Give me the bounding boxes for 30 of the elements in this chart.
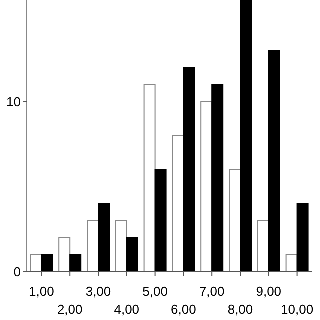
bar bbox=[257, 220, 270, 272]
x-tick-label: 8,00 bbox=[228, 302, 254, 317]
y-tick-label: 0 bbox=[14, 264, 21, 280]
bar bbox=[200, 102, 213, 272]
bar bbox=[183, 68, 196, 272]
bar bbox=[126, 238, 138, 272]
bar bbox=[87, 220, 99, 272]
bar bbox=[240, 0, 252, 272]
x-tick-label: 2,00 bbox=[57, 302, 83, 317]
bar bbox=[98, 204, 110, 272]
x-tick-label: 6,00 bbox=[171, 302, 196, 317]
x-tick-label: 5,00 bbox=[142, 284, 168, 299]
bar bbox=[212, 84, 224, 272]
bar bbox=[229, 170, 241, 272]
bar bbox=[296, 204, 309, 272]
bar bbox=[144, 84, 156, 272]
x-tick-label: 7,00 bbox=[199, 284, 225, 299]
bar bbox=[41, 254, 54, 272]
bar bbox=[268, 50, 280, 272]
y-tick-label: 10 bbox=[6, 94, 21, 110]
x-tick-label: 10,00 bbox=[281, 302, 314, 317]
x-tick-label: 1,00 bbox=[29, 284, 54, 299]
bar bbox=[154, 170, 167, 272]
x-tick-label: 4,00 bbox=[114, 302, 140, 317]
bar bbox=[70, 254, 82, 272]
bar bbox=[172, 136, 184, 272]
bar bbox=[58, 238, 71, 272]
bar bbox=[115, 220, 128, 272]
x-tick-label: 3,00 bbox=[86, 284, 112, 299]
x-tick-label: 9,00 bbox=[256, 284, 282, 299]
